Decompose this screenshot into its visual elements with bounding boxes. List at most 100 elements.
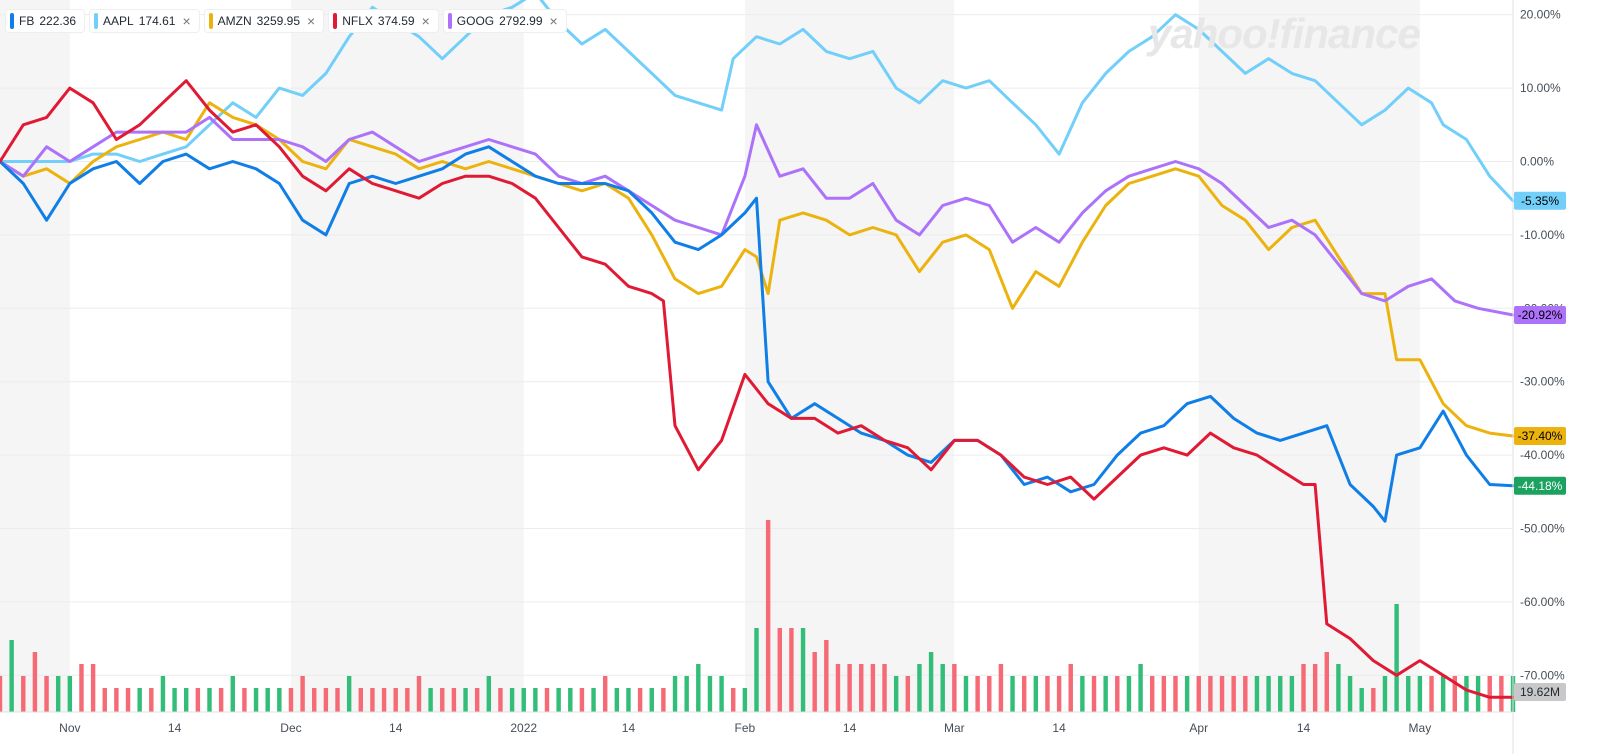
x-tick-label: 2022 — [510, 721, 537, 735]
volume-bar — [1208, 676, 1213, 712]
x-tick-label: 14 — [1052, 721, 1066, 735]
volume-bar — [9, 640, 14, 712]
volume-bar — [230, 676, 235, 712]
volume-bar — [300, 676, 305, 712]
volume-bar — [463, 688, 468, 712]
volume-bar — [277, 688, 282, 712]
volume-bar — [719, 676, 724, 712]
last-value-badge-fb: -44.18% — [1514, 476, 1566, 495]
volume-bar — [1440, 676, 1446, 712]
volume-bar — [90, 664, 96, 712]
x-tick-label: 14 — [1297, 721, 1311, 735]
volume-bar — [312, 688, 317, 712]
volume-bar — [1126, 676, 1132, 712]
legend-chip-fb[interactable]: FB 222.36 — [6, 10, 85, 32]
last-value-badge-goog: -20.92% — [1514, 306, 1566, 325]
volume-bar — [137, 688, 142, 712]
volume-bar — [288, 688, 294, 712]
x-tick-label: 14 — [389, 721, 403, 735]
x-tick-label: Feb — [735, 721, 756, 735]
legend-chip-aapl[interactable]: AAPL 174.61 × — [90, 10, 199, 32]
nflx-symbol: NFLX — [342, 14, 373, 28]
volume-bar — [987, 676, 992, 712]
nflx-remove-icon[interactable]: × — [421, 13, 430, 29]
y-tick-label: -30.00% — [1520, 375, 1565, 389]
volume-bar — [125, 688, 131, 712]
volume-bar — [218, 688, 224, 712]
volume-bar — [1289, 676, 1295, 712]
volume-bar — [0, 676, 3, 712]
last-value-badge-aapl: -5.35% — [1514, 191, 1566, 210]
last-value-badge-fb-text: -44.18% — [1518, 479, 1563, 493]
x-tick-label: 14 — [168, 721, 182, 735]
volume-bar — [358, 688, 364, 712]
volume-bar — [486, 676, 492, 712]
volume-bar — [1243, 676, 1248, 712]
volume-bar — [696, 664, 701, 712]
volume-bar — [1301, 664, 1306, 712]
volume-bar — [253, 688, 259, 712]
volume-bar — [1371, 688, 1376, 712]
volume-bar — [1021, 676, 1027, 712]
volume-bar — [1161, 676, 1167, 712]
volume-last-badge: 19.62M — [1514, 683, 1566, 701]
volume-bar — [1231, 676, 1236, 712]
volume-bar — [55, 676, 61, 712]
x-tick-label: Dec — [280, 721, 301, 735]
series-line-nflx — [0, 79, 1515, 699]
volume-bar — [754, 628, 759, 712]
y-tick-label: -40.00% — [1520, 448, 1565, 462]
volume-bar — [649, 688, 654, 712]
volume-bar — [859, 664, 864, 712]
legend-chip-nflx[interactable]: NFLX 374.59 × — [329, 10, 438, 32]
legend-chip-amzn[interactable]: AMZN 3259.95 × — [204, 10, 324, 32]
volume-bar — [1115, 676, 1120, 712]
legend: FB 222.36 AAPL 174.61 × AMZN 3259.95 × N… — [6, 10, 566, 32]
volume-bar — [405, 688, 410, 712]
volume-bar — [847, 664, 852, 712]
y-tick-label: 20.00% — [1520, 8, 1561, 22]
last-value-badge-amzn-bg — [1514, 427, 1566, 446]
volume-bar — [67, 676, 73, 712]
volume-bar — [1033, 676, 1039, 712]
volume-bar — [742, 688, 748, 712]
amzn-remove-icon[interactable]: × — [307, 13, 316, 29]
volume-bar — [370, 688, 375, 712]
volume-bar — [870, 664, 876, 712]
volume-bar — [184, 688, 189, 712]
volume-bar — [1254, 676, 1260, 712]
aapl-remove-icon[interactable]: × — [182, 13, 191, 29]
volume-bar — [707, 676, 713, 712]
fb-symbol: FB — [19, 14, 35, 28]
volume-bar — [474, 688, 480, 712]
goog-remove-icon[interactable]: × — [549, 13, 558, 29]
volume-bar — [1336, 664, 1341, 712]
volume-bar — [1138, 664, 1143, 712]
volume-bar — [824, 640, 829, 712]
goog-symbol: GOOG — [456, 14, 495, 28]
volume-bar — [940, 664, 945, 712]
x-tick-label: Nov — [59, 721, 80, 735]
volume-bar — [1394, 604, 1399, 712]
volume-last-badge-bg — [1514, 683, 1566, 701]
volume-bar — [102, 688, 107, 712]
volume-bar — [451, 688, 457, 712]
last-value-badge-amzn-text: -37.40% — [1518, 429, 1563, 443]
volume-bar — [114, 688, 119, 712]
volume-bar — [626, 688, 631, 712]
volume-bar — [893, 676, 899, 712]
volume-bar — [1266, 676, 1271, 712]
volume-bar — [242, 688, 247, 712]
volume-bar — [1091, 676, 1097, 712]
volume-bar — [346, 676, 352, 712]
volume-bar — [1103, 676, 1108, 712]
volume-bar — [323, 688, 329, 712]
volume-bar — [1056, 676, 1062, 712]
legend-chip-goog[interactable]: GOOG 2792.99 × — [443, 10, 566, 32]
volume-bar — [1045, 676, 1050, 712]
month-band — [1198, 0, 1420, 712]
aapl-color-swatch — [94, 13, 99, 29]
volume-bar — [975, 676, 980, 712]
volume-bar — [1278, 676, 1283, 712]
